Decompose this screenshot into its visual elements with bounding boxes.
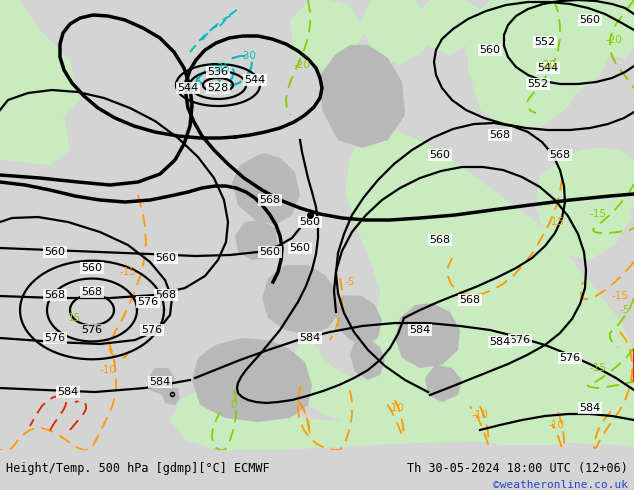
Text: 560: 560 xyxy=(579,15,600,25)
Text: 584: 584 xyxy=(579,403,600,413)
Text: 568: 568 xyxy=(489,130,510,140)
Text: 0: 0 xyxy=(231,400,237,410)
Text: -20: -20 xyxy=(294,60,311,70)
Polygon shape xyxy=(290,0,365,70)
Text: 568: 568 xyxy=(429,235,451,245)
Text: 560: 560 xyxy=(155,253,176,263)
Polygon shape xyxy=(345,130,634,445)
Text: 576: 576 xyxy=(559,353,581,363)
Text: 568: 568 xyxy=(155,290,176,300)
Text: 560: 560 xyxy=(429,150,451,160)
Text: 560: 560 xyxy=(44,247,65,257)
Text: 576: 576 xyxy=(141,325,162,335)
Text: 584: 584 xyxy=(299,333,321,343)
Text: 560: 560 xyxy=(259,247,280,257)
Text: 15: 15 xyxy=(67,313,81,323)
Text: 560: 560 xyxy=(299,217,321,227)
Polygon shape xyxy=(162,388,180,405)
Text: -20: -20 xyxy=(605,35,623,45)
Text: 568: 568 xyxy=(460,295,481,305)
Text: 544: 544 xyxy=(244,75,266,85)
Text: 552: 552 xyxy=(534,37,555,47)
Text: 568: 568 xyxy=(44,290,65,300)
Polygon shape xyxy=(0,0,80,130)
Polygon shape xyxy=(415,0,480,55)
Polygon shape xyxy=(170,390,634,450)
Text: 584: 584 xyxy=(410,325,430,335)
Text: -15: -15 xyxy=(612,291,628,301)
Polygon shape xyxy=(290,330,634,430)
Text: -5: -5 xyxy=(620,305,630,315)
Polygon shape xyxy=(535,148,634,260)
Polygon shape xyxy=(262,265,340,335)
Text: 536: 536 xyxy=(207,67,228,77)
Polygon shape xyxy=(232,153,300,225)
Text: -15: -15 xyxy=(590,209,607,219)
Polygon shape xyxy=(360,0,430,65)
Text: 576: 576 xyxy=(44,333,65,343)
Polygon shape xyxy=(350,338,385,380)
Polygon shape xyxy=(0,0,15,40)
Text: 560: 560 xyxy=(82,263,103,273)
Polygon shape xyxy=(320,45,405,148)
Text: 560: 560 xyxy=(479,45,500,55)
Text: -35: -35 xyxy=(214,63,231,73)
Text: 576: 576 xyxy=(81,325,103,335)
Polygon shape xyxy=(425,365,462,402)
Text: -15: -15 xyxy=(548,217,564,227)
Polygon shape xyxy=(0,50,70,165)
Polygon shape xyxy=(335,295,382,345)
Text: 584: 584 xyxy=(489,337,510,347)
Text: 528: 528 xyxy=(207,83,229,93)
Text: ©weatheronline.co.uk: ©weatheronline.co.uk xyxy=(493,480,628,490)
Text: -10: -10 xyxy=(548,420,564,430)
Polygon shape xyxy=(465,0,620,105)
Text: Height/Temp. 500 hPa [gdmp][°C] ECMWF: Height/Temp. 500 hPa [gdmp][°C] ECMWF xyxy=(6,462,269,475)
Text: 544: 544 xyxy=(538,63,559,73)
Text: -10: -10 xyxy=(472,410,488,420)
Text: 576: 576 xyxy=(510,335,531,345)
Text: 568: 568 xyxy=(81,287,103,297)
Text: -30: -30 xyxy=(240,51,256,61)
Text: 568: 568 xyxy=(550,150,571,160)
Polygon shape xyxy=(520,0,590,60)
Text: Th 30-05-2024 18:00 UTC (12+06): Th 30-05-2024 18:00 UTC (12+06) xyxy=(407,462,628,475)
Text: 544: 544 xyxy=(178,83,198,93)
Text: 584: 584 xyxy=(150,377,171,387)
Text: 552: 552 xyxy=(527,79,548,89)
Text: -5: -5 xyxy=(345,277,355,287)
Text: 568: 568 xyxy=(259,195,281,205)
Polygon shape xyxy=(590,0,634,60)
Polygon shape xyxy=(235,220,278,260)
Text: -20: -20 xyxy=(540,60,557,70)
Polygon shape xyxy=(395,303,460,368)
Text: -10: -10 xyxy=(387,403,404,413)
Polygon shape xyxy=(148,368,175,395)
Text: -10: -10 xyxy=(100,365,117,375)
Polygon shape xyxy=(468,0,580,130)
Text: -15: -15 xyxy=(590,363,607,373)
Text: 584: 584 xyxy=(57,387,79,397)
Text: 560: 560 xyxy=(290,243,311,253)
Text: 576: 576 xyxy=(138,297,158,307)
Text: -15: -15 xyxy=(119,267,136,277)
Polygon shape xyxy=(192,338,312,422)
